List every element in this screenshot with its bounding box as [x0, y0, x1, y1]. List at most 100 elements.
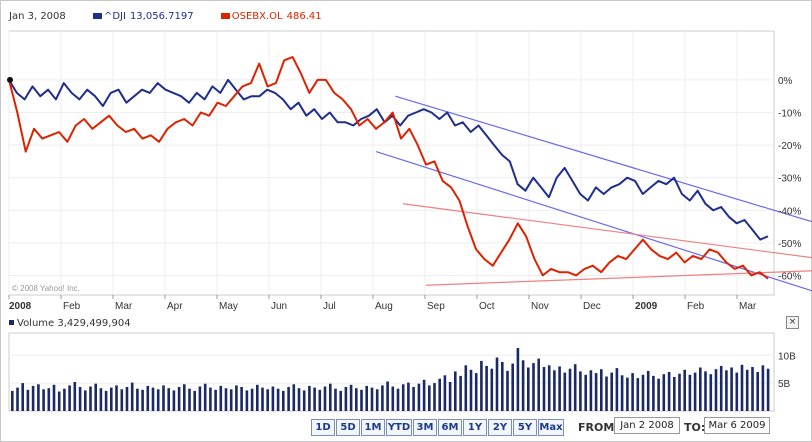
volume-bar	[318, 389, 322, 411]
volume-bar	[678, 373, 681, 411]
volume-bar	[756, 372, 759, 411]
volume-bar	[250, 388, 254, 411]
volume-bar	[115, 385, 118, 411]
volume-bar	[725, 370, 728, 411]
volume-bar	[26, 389, 30, 411]
volume-bar	[120, 389, 124, 411]
volume-bar	[329, 383, 332, 411]
range-button-1d[interactable]: 1D	[311, 419, 335, 436]
volume-bar	[52, 384, 56, 411]
x-tick-label: Mar	[739, 301, 757, 312]
volume-bar	[438, 378, 441, 411]
x-tick-label: Feb	[63, 301, 81, 312]
volume-bar	[480, 360, 483, 411]
volume-bar	[626, 377, 629, 411]
volume-bar	[600, 369, 603, 411]
volume-bar	[365, 385, 368, 411]
volume-bar	[464, 365, 468, 411]
volume-bar	[532, 363, 535, 411]
close-icon[interactable]: ×	[786, 316, 799, 329]
volume-bar	[527, 367, 530, 411]
range-button-max[interactable]: Max	[538, 419, 564, 436]
range-button-ytd[interactable]: YTD	[386, 419, 412, 436]
volume-bar	[63, 388, 66, 411]
series-line-dji	[8, 78, 769, 241]
volume-bar	[443, 375, 447, 411]
x-tick-label: May	[219, 301, 238, 312]
volume-bar	[375, 389, 379, 411]
volume-bar	[511, 363, 514, 411]
volume-bar	[370, 387, 374, 411]
to-date-input[interactable]: Mar 6 2009	[704, 417, 770, 434]
volume-bar	[615, 368, 619, 411]
range-button-5d[interactable]: 5D	[336, 419, 360, 436]
volume-bar	[454, 371, 457, 411]
y-tick-label: -20%	[778, 141, 801, 152]
volume-bar	[57, 391, 61, 411]
volume-bar	[21, 383, 24, 411]
volume-bar	[730, 367, 733, 411]
volume-bar	[229, 389, 233, 411]
volume-bar	[469, 369, 473, 411]
from-date-input[interactable]: Jan 2 2008	[614, 417, 680, 434]
volume-bar	[203, 383, 207, 411]
volume-bar	[610, 372, 613, 411]
volume-bar	[31, 385, 35, 411]
range-button-6m[interactable]: 6M	[438, 419, 462, 436]
volume-bar	[428, 385, 431, 411]
x-tick-label: Aug	[375, 301, 393, 312]
volume-bar	[224, 388, 228, 411]
series-line-osebx	[8, 56, 769, 280]
volume-bar	[584, 374, 587, 411]
volume-bar	[110, 387, 113, 411]
legend-series1-name: ^DJI	[103, 11, 126, 22]
range-button-3m[interactable]: 3M	[413, 419, 437, 436]
volume-bar	[99, 388, 103, 411]
range-button-1y[interactable]: 1Y	[463, 419, 487, 436]
volume-bar	[422, 379, 426, 411]
volume-bar	[183, 384, 186, 411]
volume-bar	[568, 368, 572, 411]
series1-swatch-icon	[92, 12, 102, 19]
volume-bar	[146, 385, 150, 411]
volume-bar	[537, 358, 540, 411]
volume-bar	[219, 385, 223, 411]
volume-bar	[412, 387, 415, 411]
volume-bar	[209, 387, 212, 411]
volume-bar	[761, 365, 765, 411]
volume-tick-label: 10B	[778, 351, 796, 362]
volume-bar	[334, 388, 337, 411]
volume-bar	[459, 375, 462, 411]
volume-bar	[391, 386, 395, 411]
volume-bar	[37, 384, 40, 411]
y-tick-label: -30%	[778, 174, 801, 185]
volume-bar	[68, 385, 71, 411]
legend-series2-value: 486.41	[286, 11, 322, 22]
volume-bar	[563, 372, 567, 411]
volume-bar	[89, 386, 92, 411]
volume-bar	[355, 388, 358, 411]
volume-bar	[485, 365, 488, 411]
volume-bar	[245, 390, 249, 411]
range-button-1m[interactable]: 1M	[361, 419, 385, 436]
volume-bar	[490, 368, 494, 411]
range-button-2y[interactable]: 2Y	[488, 419, 512, 436]
volume-bar	[287, 387, 290, 411]
x-tick-label: 2008	[9, 301, 32, 312]
chart-canvas: 2008 Feb Mar Apr May Jun Jul Aug Sep Oct Nov Dec 200…	[7, 30, 812, 412]
volume-bar	[631, 373, 634, 411]
y-tick-label: -50%	[778, 239, 801, 250]
volume-bar	[714, 369, 718, 411]
volume-bar	[386, 381, 389, 411]
volume-bar	[162, 385, 165, 411]
volume-bar	[151, 387, 155, 411]
volume-bar	[745, 369, 749, 411]
volume-bar	[193, 390, 196, 411]
volume-bar	[751, 367, 754, 411]
volume-bar	[589, 370, 593, 411]
range-button-5y[interactable]: 5Y	[513, 419, 537, 436]
volume-bar	[594, 373, 598, 411]
legend-series1-value: 13,056.7197	[129, 11, 194, 22]
volume-bar	[516, 348, 520, 411]
x-tick-label: Sep	[427, 301, 445, 312]
